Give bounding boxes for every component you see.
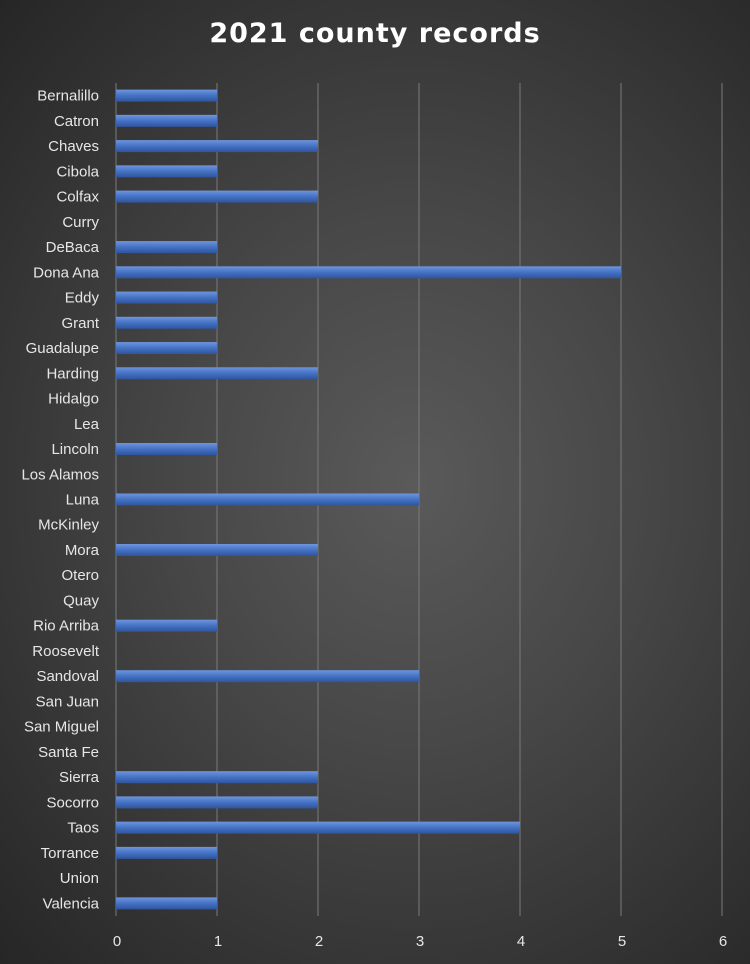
category-label: Quay — [63, 592, 99, 609]
bar — [116, 114, 217, 127]
category-label: Eddy — [65, 290, 100, 307]
category-label: Sierra — [59, 769, 100, 786]
category-label: Colfax — [56, 189, 99, 206]
category-label: McKinley — [38, 517, 99, 534]
category-label: Lea — [74, 416, 100, 433]
category-label: Luna — [66, 492, 100, 509]
bar — [116, 89, 217, 102]
chart-title: 2021 county records — [209, 18, 541, 49]
bars — [116, 89, 621, 910]
category-label: Union — [60, 870, 99, 887]
category-label: Santa Fe — [38, 744, 99, 761]
category-label: Guadalupe — [26, 340, 99, 357]
bar — [116, 821, 520, 834]
bar — [116, 140, 318, 153]
category-label: Harding — [46, 365, 99, 382]
bar — [116, 190, 318, 203]
bar — [116, 316, 217, 329]
bar — [116, 241, 217, 254]
category-label: Lincoln — [51, 441, 99, 458]
category-label: Los Alamos — [21, 466, 99, 483]
category-label: Socorro — [46, 794, 99, 811]
bar — [116, 543, 318, 556]
x-axis-labels: 0 1 2 3 4 5 6 — [113, 933, 727, 950]
bar — [116, 897, 217, 910]
category-label: San Juan — [36, 693, 99, 710]
x-tick-label: 4 — [517, 933, 525, 950]
bar — [116, 443, 217, 456]
category-label: Rio Arriba — [33, 618, 100, 635]
category-label: Catron — [54, 113, 99, 130]
category-label: Curry — [62, 214, 99, 231]
bar — [116, 493, 419, 506]
category-label: Grant — [61, 315, 99, 332]
category-label: Roosevelt — [32, 643, 100, 660]
bar — [116, 342, 217, 355]
x-tick-label: 5 — [618, 933, 626, 950]
category-label: Cibola — [56, 163, 99, 180]
bar — [116, 266, 621, 279]
bar — [116, 670, 419, 683]
bar — [116, 367, 318, 380]
category-label: Chaves — [48, 138, 99, 155]
category-label: Torrance — [41, 845, 99, 862]
bar — [116, 846, 217, 859]
category-label: Otero — [61, 567, 99, 584]
category-label: Dona Ana — [33, 264, 100, 281]
x-tick-label: 1 — [214, 933, 222, 950]
category-label: Valencia — [43, 895, 100, 912]
bar — [116, 796, 318, 809]
category-label: DeBaca — [46, 239, 100, 256]
bar — [116, 291, 217, 304]
category-label: San Miguel — [24, 719, 99, 736]
category-labels: Bernalillo Catron Chaves Cibola Colfax Curry D… — [21, 88, 99, 913]
x-tick-label: 2 — [315, 933, 323, 950]
category-label: Sandoval — [36, 668, 99, 685]
bar — [116, 619, 217, 632]
category-label: Bernalillo — [37, 88, 99, 105]
bar — [116, 165, 217, 178]
bar — [116, 771, 318, 784]
x-tick-label: 6 — [719, 933, 727, 950]
category-label: Hidalgo — [48, 391, 99, 408]
category-label: Mora — [65, 542, 100, 559]
category-label: Taos — [67, 820, 99, 837]
x-tick-label: 0 — [113, 933, 121, 950]
x-tick-label: 3 — [416, 933, 424, 950]
